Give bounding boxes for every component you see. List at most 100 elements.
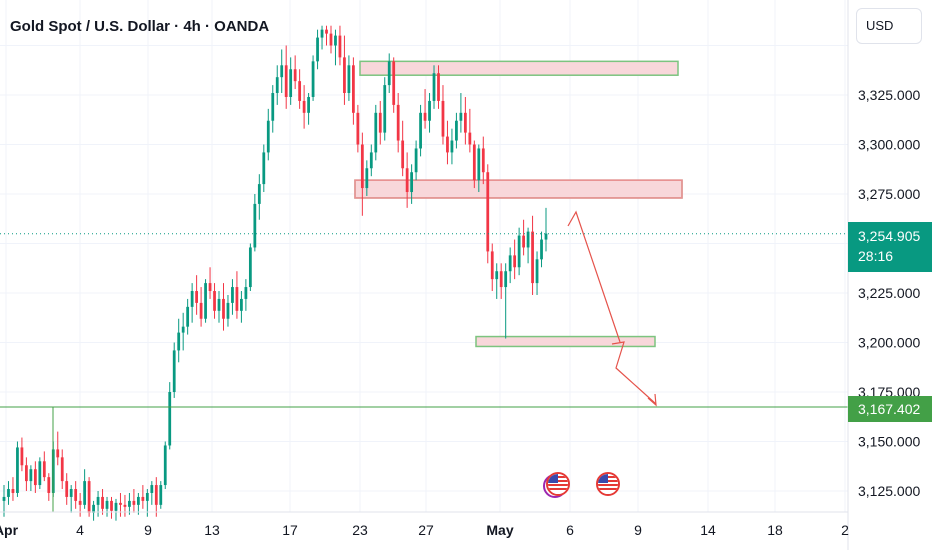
time-scale-label: 4 <box>76 522 84 538</box>
candle-body <box>495 271 499 280</box>
candle-body <box>271 93 275 121</box>
price-scale-label: 3,225.000 <box>858 285 920 301</box>
candle-body <box>401 140 405 169</box>
candle-body <box>369 152 373 169</box>
candle-body <box>298 81 302 101</box>
candle-body <box>432 73 436 101</box>
candle-body <box>199 302 203 319</box>
candle-body <box>136 496 140 505</box>
candle-body <box>248 247 252 288</box>
candle-body <box>419 112 422 149</box>
candle-body <box>123 504 127 507</box>
level-price-tag: 3,167.402 <box>848 396 932 422</box>
candle-body <box>177 332 181 351</box>
candle-body <box>29 469 33 482</box>
candle-body <box>20 447 24 466</box>
candle-body <box>266 120 270 153</box>
grid-lines <box>0 0 848 512</box>
candle-body <box>481 148 485 173</box>
candle-body <box>25 465 28 482</box>
candle-body <box>499 271 503 288</box>
candle-body <box>396 104 400 141</box>
projection-arrowhead <box>647 393 657 407</box>
candle-body <box>378 112 382 133</box>
candle-body <box>217 298 221 311</box>
chart-title: Gold Spot / U.S. Dollar · 4h · OANDA <box>10 18 270 35</box>
candle-body <box>145 492 149 501</box>
candle-body <box>356 112 360 145</box>
time-scale-label: 6 <box>566 522 574 538</box>
candle-body <box>96 496 100 505</box>
candle-body <box>365 168 369 189</box>
time-scale-label: 17 <box>282 522 298 538</box>
time-scale-label: 13 <box>204 522 220 538</box>
candle-body <box>235 287 239 311</box>
candle-body <box>343 57 346 94</box>
price-scale-label: 3,125.000 <box>858 483 920 499</box>
candle-body <box>293 69 297 82</box>
candle-body <box>2 496 6 501</box>
candle-body <box>526 231 530 248</box>
candle-body <box>289 69 293 97</box>
candle-body <box>504 271 508 288</box>
resistance-zone-border <box>354 179 683 199</box>
candle-body <box>128 500 131 507</box>
time-scale-label: 23 <box>352 522 368 538</box>
supply-demand-zone <box>354 179 683 199</box>
candle-body <box>280 65 284 78</box>
candle-body <box>168 392 172 446</box>
candle-body <box>222 298 225 319</box>
candle-body <box>410 172 414 193</box>
us-flag-icon[interactable] <box>546 472 570 496</box>
candle-body <box>513 255 517 268</box>
candle-body <box>119 502 122 505</box>
candle-body <box>374 112 378 153</box>
candle-body <box>47 477 51 493</box>
candle-body <box>325 29 328 34</box>
candle-body <box>316 37 319 62</box>
candle-body <box>204 283 207 319</box>
candles-layer <box>2 25 548 521</box>
candle-body <box>65 481 69 497</box>
price-scale-label: 3,150.000 <box>858 434 920 450</box>
candle-body <box>360 144 364 189</box>
time-scale-label: 2 <box>841 522 849 538</box>
currency-button[interactable]: USD <box>856 8 922 44</box>
candle-body <box>78 500 82 505</box>
candle-body <box>392 61 396 105</box>
candle-body <box>329 33 333 46</box>
supply-demand-zone <box>359 60 679 76</box>
candle-body <box>92 504 95 513</box>
candle-body <box>284 65 288 97</box>
candle-body <box>463 112 467 133</box>
candle-body <box>275 77 279 94</box>
candle-body <box>11 489 15 493</box>
candle-body <box>508 255 512 272</box>
time-scale-label: Apr <box>0 522 19 538</box>
price-scale-label: 3,275.000 <box>858 186 920 202</box>
candle-body <box>74 489 78 501</box>
candle-body <box>486 172 490 252</box>
candle-body <box>87 481 91 513</box>
candle-body <box>311 61 315 97</box>
time-scale-label: 18 <box>767 522 783 538</box>
candle-body <box>414 148 418 173</box>
candle-body <box>190 291 194 307</box>
projection-arrow <box>567 210 657 405</box>
time-scale-label: 27 <box>418 522 434 538</box>
candle-body <box>455 120 458 141</box>
us-flag-icon[interactable] <box>596 472 620 496</box>
candle-body <box>186 306 190 327</box>
bar-countdown: 28:16 <box>858 248 894 264</box>
candle-body <box>302 100 306 113</box>
price-scale-label: 3,300.000 <box>858 137 920 153</box>
candle-body <box>531 231 534 284</box>
candle-body <box>262 152 266 185</box>
candle-body <box>38 461 42 486</box>
candle-body <box>437 73 440 101</box>
price-scale-label: 3,325.000 <box>858 87 920 103</box>
time-scale-label: 9 <box>634 522 642 538</box>
candle-body <box>150 485 154 493</box>
